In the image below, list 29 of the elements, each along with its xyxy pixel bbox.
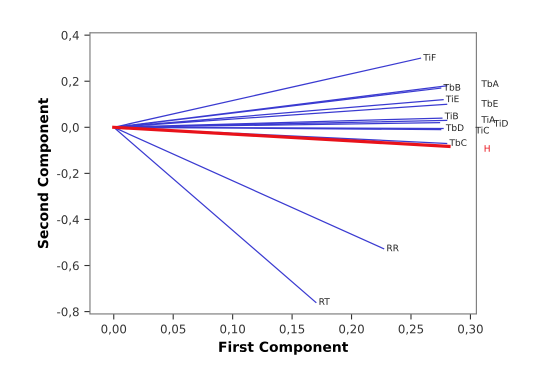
y-axis-title: Second Component: [38, 98, 51, 248]
series-label: TbB: [443, 84, 460, 91]
text: TbA: [481, 80, 499, 88]
text: TiD: [494, 120, 508, 127]
x-tick-label: 0,25: [398, 324, 424, 335]
x-tick-label: 0,00: [101, 324, 126, 335]
x-tick-label: 0,10: [220, 324, 246, 335]
series-label: RT: [320, 298, 330, 305]
y-tick-label: -0,8: [57, 307, 79, 318]
series-label: TiE: [446, 95, 459, 102]
text: TbE: [481, 100, 498, 107]
y-tick-label: -0,6: [57, 261, 79, 272]
y-tick-label: -0,4: [57, 215, 79, 226]
x-tick-label: 0,15: [280, 324, 304, 335]
series-label: RR: [387, 244, 399, 252]
x-tick-label: 0,30: [458, 324, 483, 335]
series-label: TbD: [446, 124, 464, 132]
x-tick-label: 0,05: [160, 324, 186, 335]
text: TiA: [481, 116, 496, 123]
y-tick-label: 0,4: [62, 30, 79, 42]
x-tick-label: 0,20: [339, 324, 364, 335]
series-label: TiB: [444, 112, 458, 120]
y-tick-label: 0,2: [62, 76, 78, 88]
x-axis-title: First Component: [219, 341, 348, 355]
series-label: TiF: [423, 54, 436, 61]
text: H: [484, 145, 490, 152]
y-tick-label: -0,2: [57, 169, 78, 180]
y-tick-label: 0,0: [62, 123, 79, 134]
series-label: TbC: [449, 139, 466, 146]
